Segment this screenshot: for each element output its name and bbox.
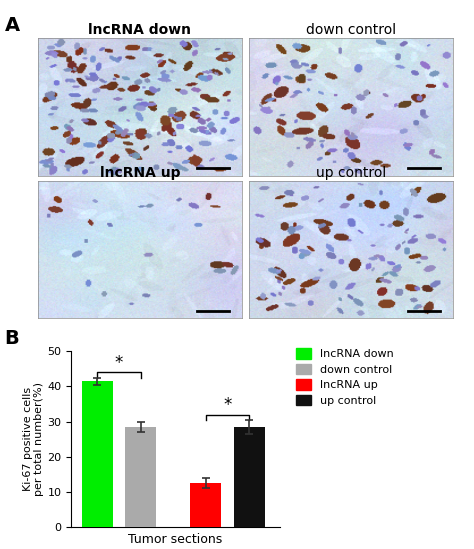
Y-axis label: Ki-67 positive cells
per total number(%): Ki-67 positive cells per total number(%) [23, 382, 45, 496]
Text: B: B [5, 329, 19, 349]
Text: A: A [5, 16, 20, 36]
Bar [125, 427, 156, 527]
Text: up control: up control [316, 165, 386, 180]
Text: lncRNA up: lncRNA up [100, 165, 180, 180]
Legend: lncRNA down, down control, lncRNA up, up control: lncRNA down, down control, lncRNA up, up… [296, 348, 394, 406]
Bar [82, 381, 113, 527]
Text: *: * [223, 396, 232, 414]
Bar [190, 483, 221, 527]
Text: *: * [115, 354, 123, 372]
Bar [234, 427, 265, 527]
Text: lncRNA down: lncRNA down [88, 23, 191, 37]
X-axis label: Tumor sections: Tumor sections [128, 533, 222, 546]
Text: down control: down control [306, 23, 396, 37]
